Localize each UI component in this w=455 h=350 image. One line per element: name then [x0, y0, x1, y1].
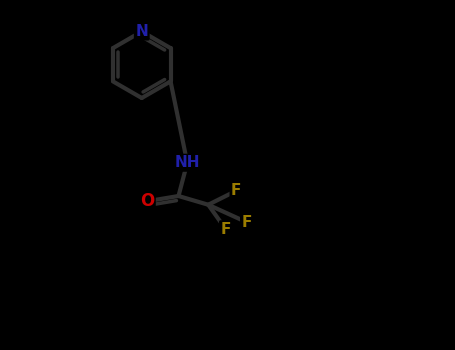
- Text: F: F: [242, 215, 252, 230]
- Text: O: O: [140, 192, 154, 210]
- Text: F: F: [221, 222, 231, 237]
- Text: N: N: [136, 24, 148, 39]
- Text: NH: NH: [175, 155, 200, 170]
- Text: F: F: [231, 183, 242, 198]
